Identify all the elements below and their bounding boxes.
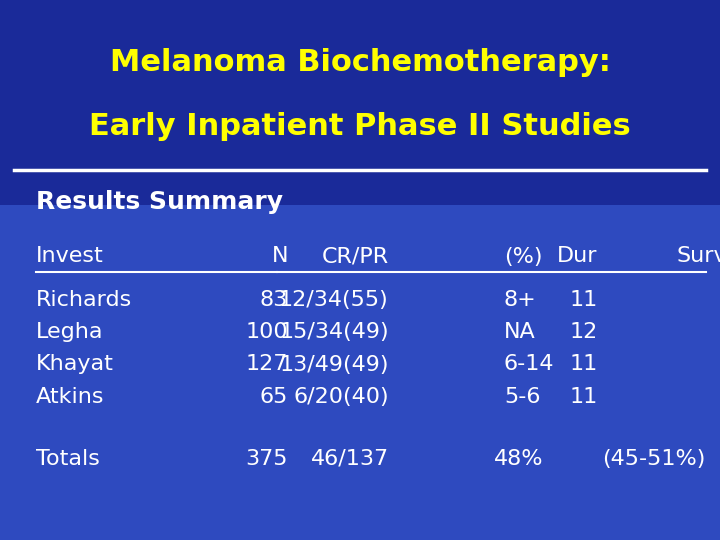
Text: Richards: Richards <box>36 289 132 310</box>
Text: Dur: Dur <box>557 246 598 267</box>
Text: 83: 83 <box>260 289 288 310</box>
Text: 46/137: 46/137 <box>310 449 389 469</box>
Text: NA: NA <box>504 322 536 342</box>
Text: (%): (%) <box>504 246 542 267</box>
Text: 12/34(55): 12/34(55) <box>279 289 389 310</box>
Text: 65: 65 <box>260 387 288 407</box>
Text: 375: 375 <box>246 449 288 469</box>
Text: 100: 100 <box>246 322 288 342</box>
Text: 12: 12 <box>570 322 598 342</box>
Text: Atkins: Atkins <box>36 387 104 407</box>
Text: (45-51%): (45-51%) <box>602 449 706 469</box>
Text: 5-6: 5-6 <box>504 387 541 407</box>
Text: Surv: Surv <box>677 246 720 267</box>
Text: Melanoma Biochemotherapy:: Melanoma Biochemotherapy: <box>109 48 611 77</box>
Text: 11: 11 <box>570 387 598 407</box>
Text: 6/20(40): 6/20(40) <box>293 387 389 407</box>
Text: 11: 11 <box>570 354 598 375</box>
Text: 127: 127 <box>246 354 288 375</box>
Text: Invest: Invest <box>36 246 104 267</box>
Bar <box>0 205 720 540</box>
Text: 15/34(49): 15/34(49) <box>279 322 389 342</box>
Text: Early Inpatient Phase II Studies: Early Inpatient Phase II Studies <box>89 112 631 141</box>
Text: Legha: Legha <box>36 322 104 342</box>
Text: 11: 11 <box>570 289 598 310</box>
Text: CR/PR: CR/PR <box>322 246 389 267</box>
Text: 13/49(49): 13/49(49) <box>279 354 389 375</box>
Text: 8+: 8+ <box>504 289 536 310</box>
Text: Results Summary: Results Summary <box>36 191 283 214</box>
Text: N: N <box>271 246 288 267</box>
Bar <box>0 0 720 205</box>
Text: 6-14: 6-14 <box>504 354 554 375</box>
Text: Totals: Totals <box>36 449 100 469</box>
Text: Khayat: Khayat <box>36 354 114 375</box>
Text: 48%: 48% <box>494 449 544 469</box>
